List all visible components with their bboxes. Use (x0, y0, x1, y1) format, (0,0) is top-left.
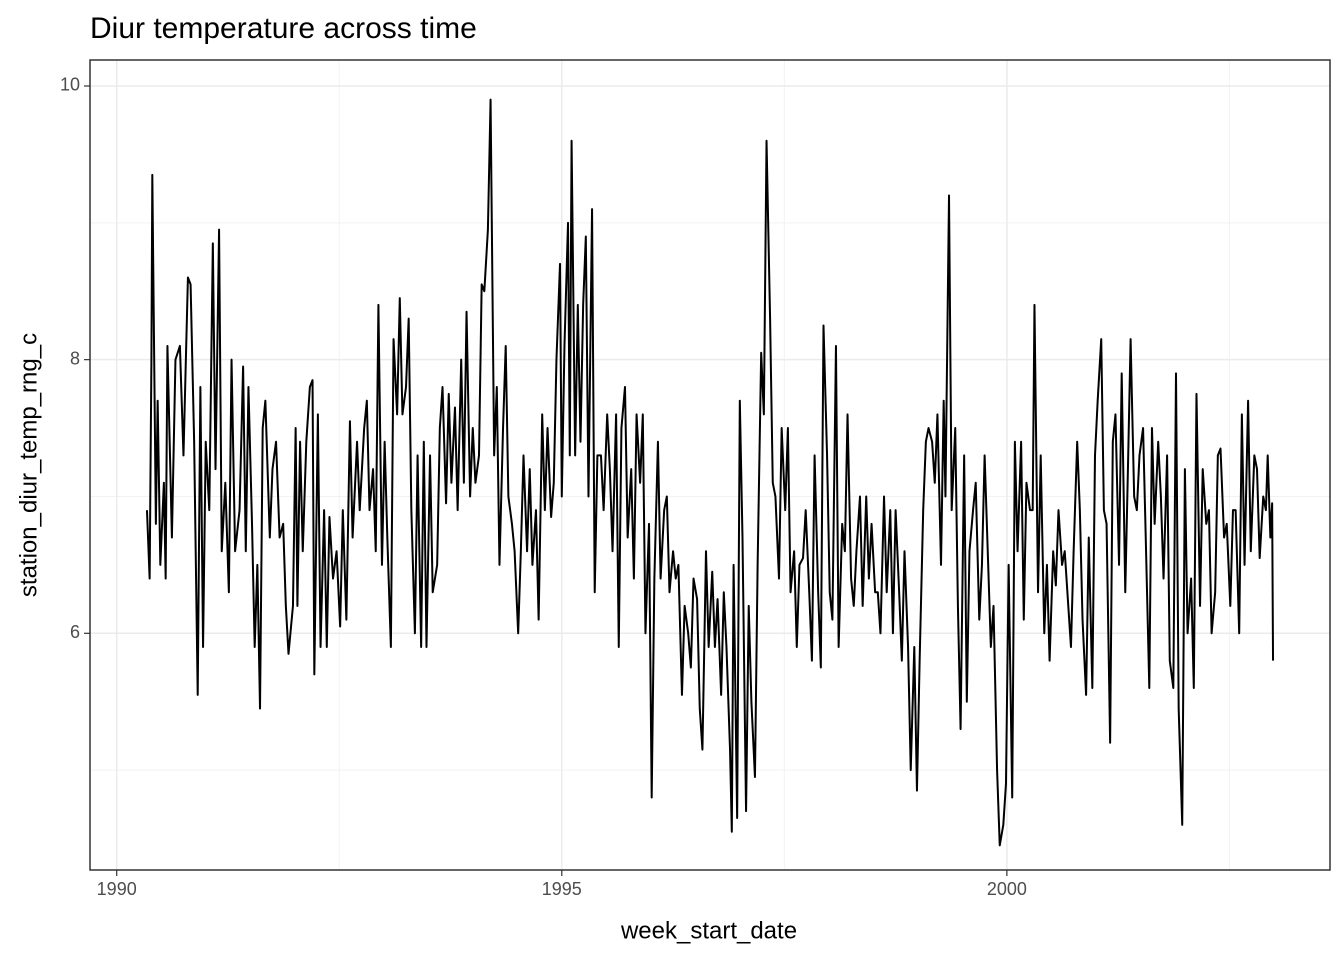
y-axis-title: station_diur_temp_rng_c (15, 333, 42, 597)
y-tick-label: 8 (70, 348, 80, 368)
x-axis-title: week_start_date (620, 917, 797, 944)
x-tick-label: 1990 (97, 879, 137, 899)
chart-title: Diur temperature across time (90, 12, 477, 45)
data-line (145, 98, 1275, 847)
x-tick-label: 2000 (987, 879, 1027, 899)
panel-border (89, 59, 1331, 871)
y-tick-label: 6 (70, 622, 80, 642)
x-tick-label: 1995 (542, 879, 582, 899)
y-tick-label: 10 (60, 75, 80, 95)
